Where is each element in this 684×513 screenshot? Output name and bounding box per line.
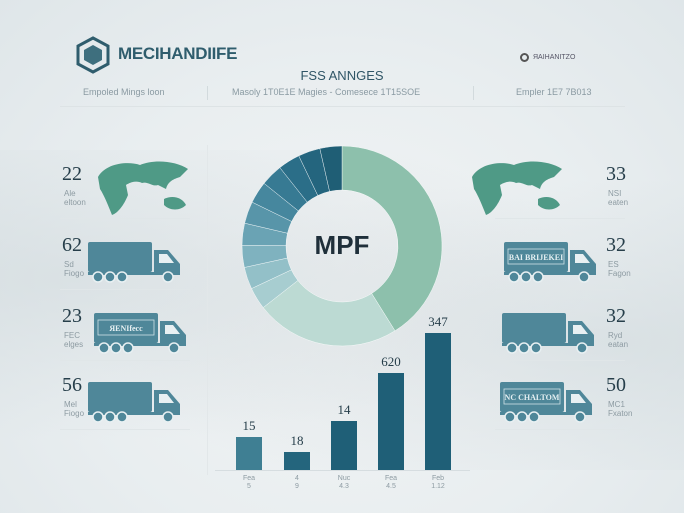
status-label: ЯAIHANITZO <box>533 54 576 61</box>
svg-text:ЯЕNIfecc: ЯЕNIfecc <box>109 324 143 333</box>
stat-value: 56 <box>62 374 82 396</box>
bar <box>378 372 404 470</box>
stat-label: Mel Fiogo <box>64 400 85 418</box>
bar-category-label: Fea 4.5 <box>384 475 398 490</box>
donut-segment <box>341 145 443 332</box>
divider <box>495 218 625 219</box>
svg-text:NC CHALTOM: NC CHALTOM <box>505 393 560 402</box>
world-map-icon <box>98 161 188 215</box>
bar-category-label: Fea 5 <box>242 475 256 490</box>
status-indicator[interactable]: ЯAIHANITZO <box>520 53 575 62</box>
donut-center-label: MPF <box>314 230 370 260</box>
truck-icon <box>502 313 594 354</box>
divider <box>495 429 625 430</box>
donut-segment <box>319 145 343 192</box>
circle-icon <box>520 53 529 62</box>
divider <box>60 289 190 290</box>
header-divider <box>60 106 625 107</box>
stat-value: 62 <box>62 234 82 256</box>
bar <box>425 333 451 470</box>
divider <box>473 86 474 100</box>
truck-icon: ЯЕNIfecc <box>94 313 186 354</box>
stat-value: 33 <box>606 163 626 185</box>
meta-left: Empoled Mings loon <box>83 87 165 97</box>
truck-icon <box>88 382 180 423</box>
logo-hex-icon <box>76 36 110 74</box>
divider <box>60 429 190 430</box>
divider <box>207 86 208 100</box>
stat-value: 32 <box>606 234 626 256</box>
stat-label: FEC elges <box>64 331 84 349</box>
divider <box>495 360 625 361</box>
bar-value-label: 18 <box>290 433 304 449</box>
stat-label: MC1 Fxaton <box>608 400 633 418</box>
bar-baseline <box>215 470 470 471</box>
bar-value-label: 14 <box>337 401 351 417</box>
truck-icon: NC CHALTOM <box>500 382 592 423</box>
divider <box>495 289 625 290</box>
stat-value: 50 <box>606 374 626 396</box>
meta-center: Masoly 1T0E1E Magies - Comesece 1T15SOE <box>232 87 421 97</box>
divider <box>60 218 190 219</box>
svg-text:BAI BRIJEKEI: BAI BRIJEKEI <box>509 253 563 262</box>
world-map-icon <box>472 161 562 215</box>
bar-value-label: 620 <box>381 353 401 369</box>
bar-category-label: Nuc 4.3 <box>337 475 351 490</box>
meta-right: Empler 1E7 7B013 <box>516 87 592 97</box>
bar <box>331 420 357 470</box>
stat-value: 32 <box>606 305 626 327</box>
brand-title: MECIHANDIIFE <box>118 44 238 63</box>
bar-category-label: Feb 1.12 <box>431 475 445 490</box>
stat-value: 23 <box>62 305 82 327</box>
divider <box>207 145 208 475</box>
page-subtitle: FSS ANNGES <box>300 68 384 83</box>
bar-value-label: 15 <box>242 418 256 434</box>
stat-label: Ale eltoon <box>64 189 86 207</box>
truck-icon: BAI BRIJEKEI <box>504 242 596 283</box>
stat-value: 22 <box>62 163 82 185</box>
bar <box>236 437 262 470</box>
stat-label: ES Fagon <box>608 260 631 278</box>
stat-label: NSI eaten <box>608 189 629 207</box>
bar <box>284 452 310 470</box>
stat-label: Ryd eatan <box>608 331 629 349</box>
bar-value-label: 347 <box>428 314 448 329</box>
stat-label: Sd Fiogo <box>64 260 85 278</box>
divider <box>60 360 190 361</box>
truck-icon <box>88 242 180 283</box>
